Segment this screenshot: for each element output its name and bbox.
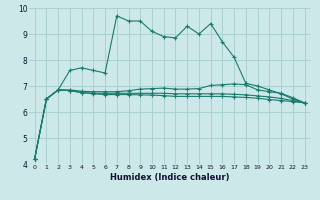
X-axis label: Humidex (Indice chaleur): Humidex (Indice chaleur) (110, 173, 229, 182)
